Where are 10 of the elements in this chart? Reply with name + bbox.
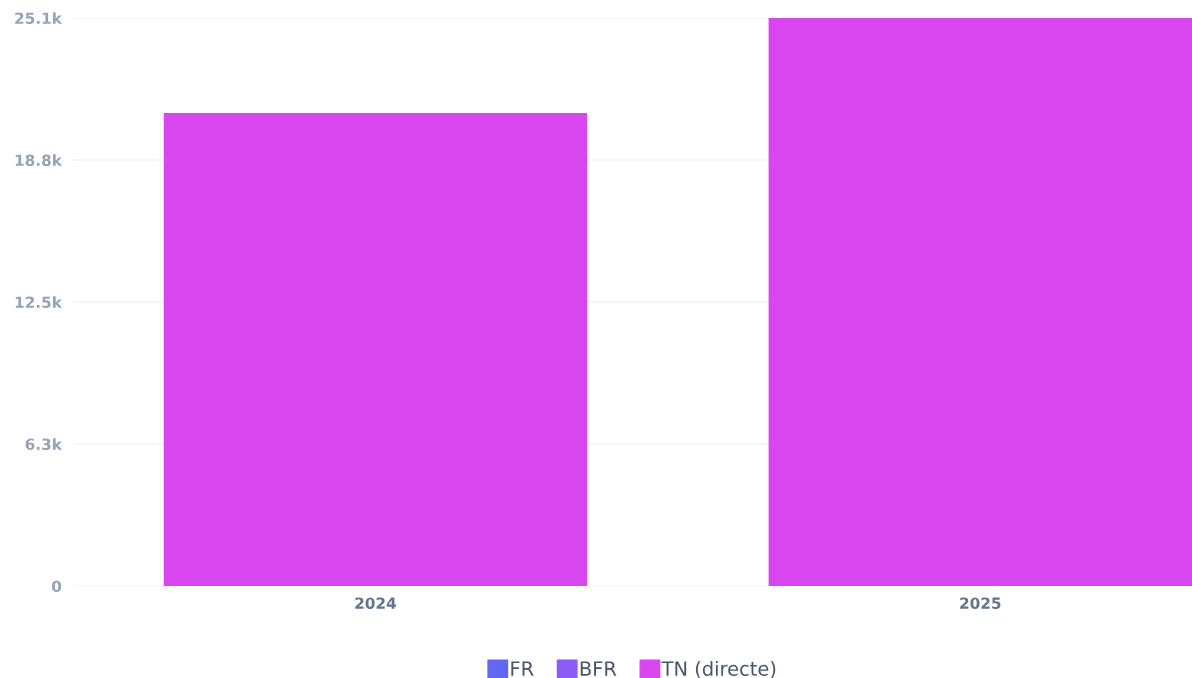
y-tick-label: 12.5k (15, 296, 63, 309)
y-tick-label: 25.1k (15, 12, 63, 25)
legend-label: TN (directe) (661, 660, 776, 678)
legend-label: FR (511, 661, 534, 676)
y-tick-label: 0 (51, 580, 62, 593)
x-tick-label: 2024 (355, 597, 396, 609)
y-tick-label: 6.3k (25, 438, 63, 451)
x-tick-label: 2025 (960, 597, 1001, 609)
legend-label: BFR (580, 661, 617, 676)
y-tick-label: 18.8k (15, 154, 63, 167)
